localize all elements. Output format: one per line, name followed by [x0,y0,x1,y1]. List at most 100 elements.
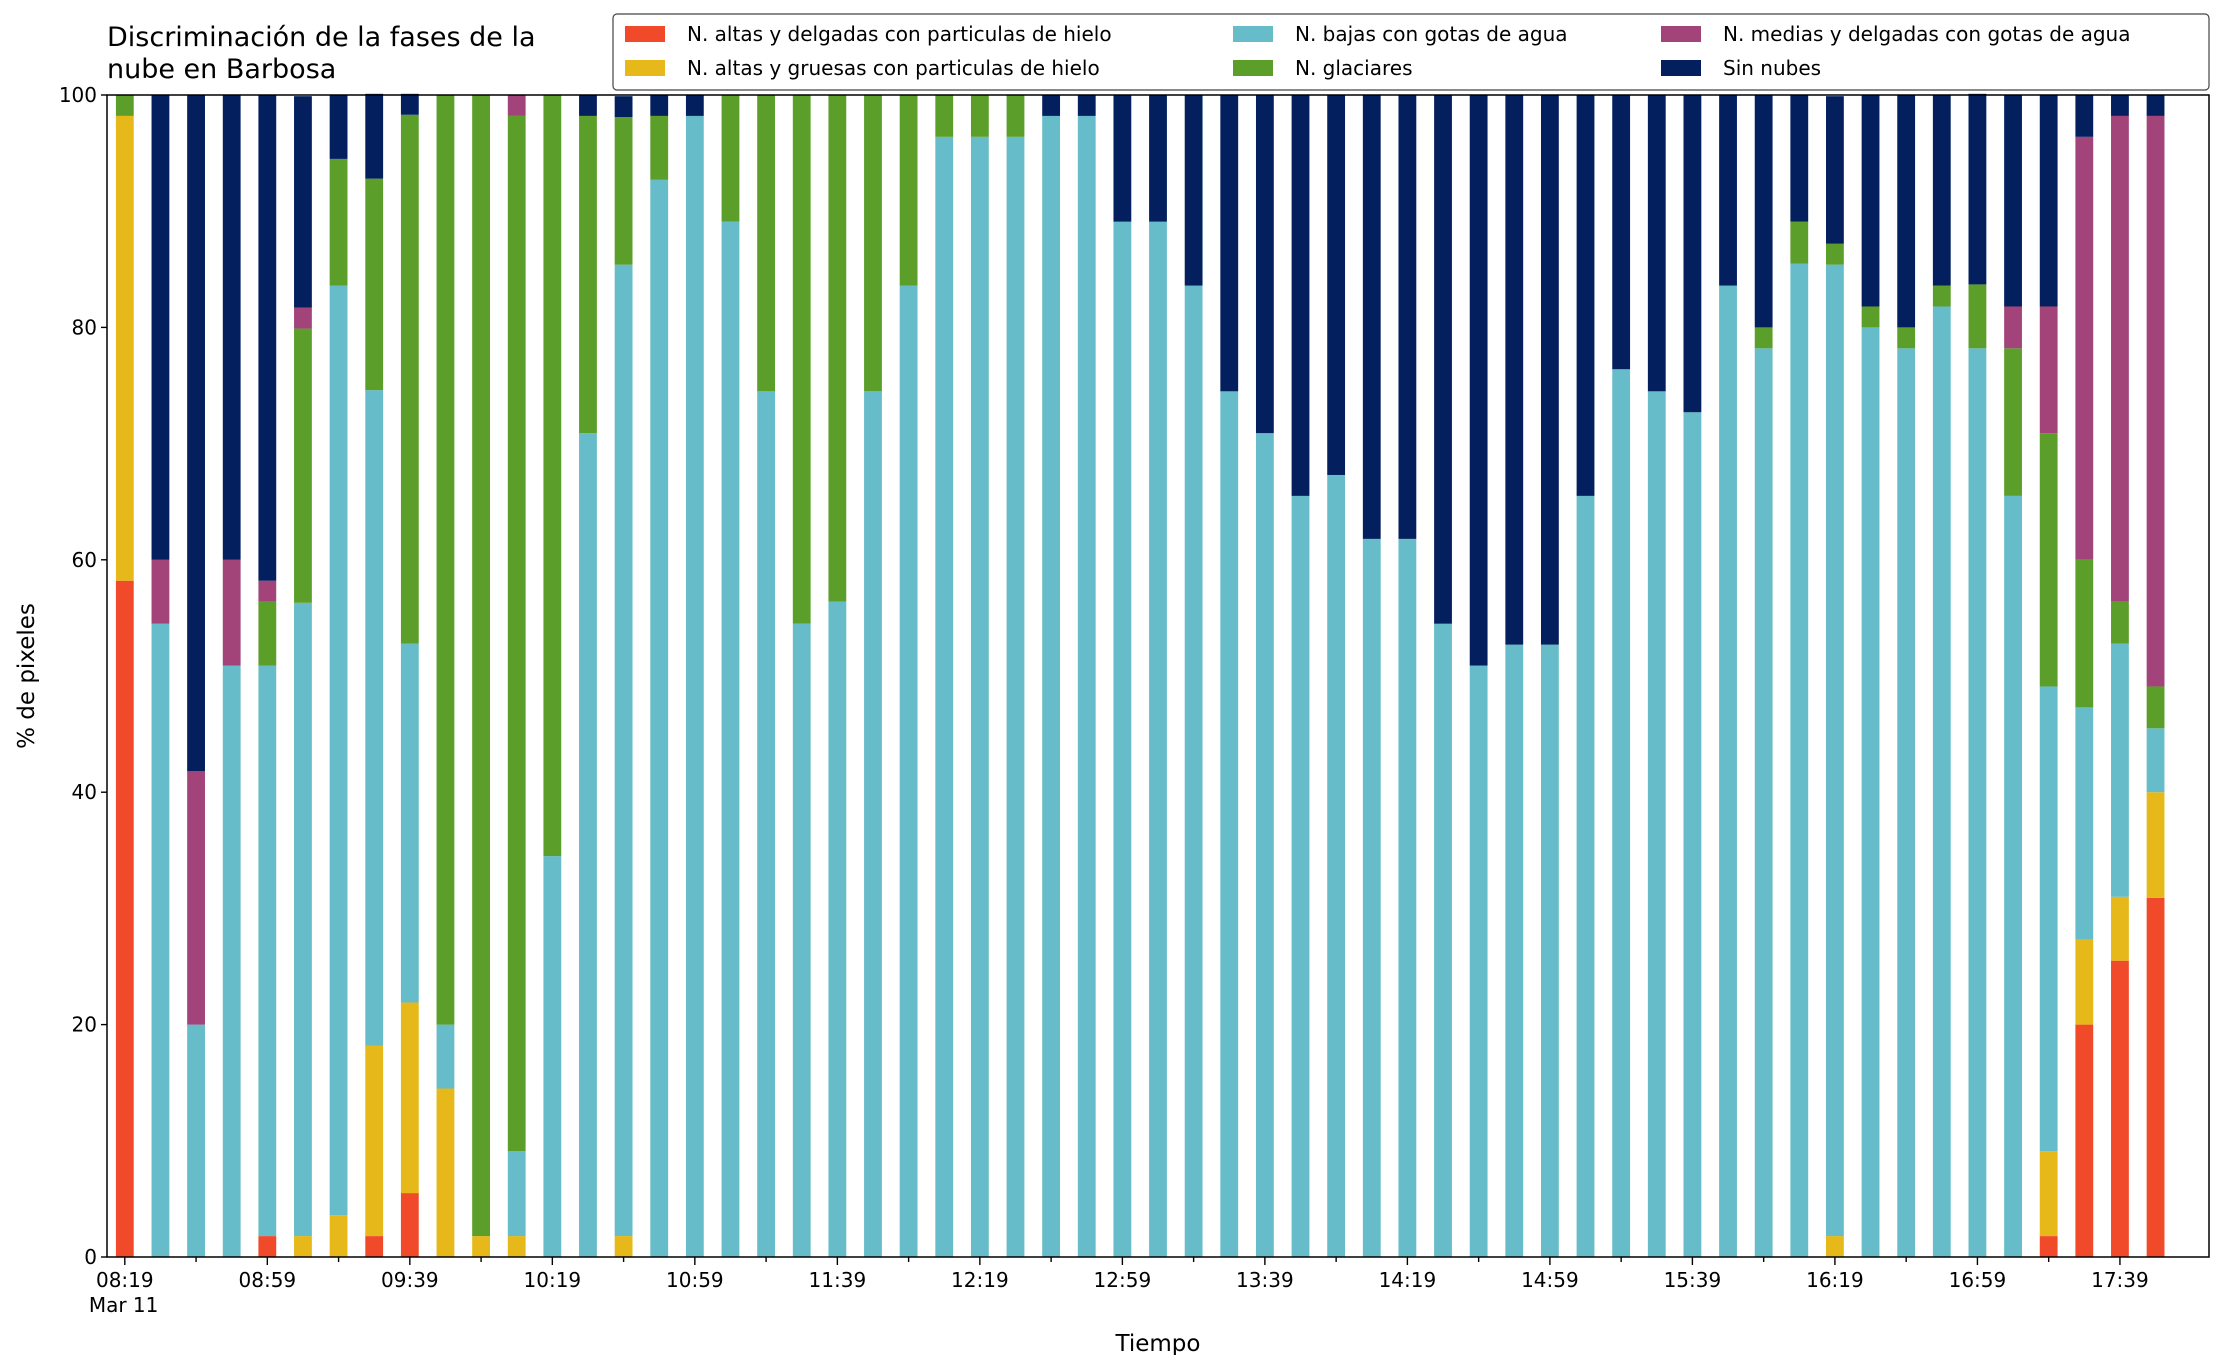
bar-segment [365,1045,384,1237]
bar-segment [970,95,989,137]
bar-segment [1398,538,1417,1257]
legend-swatch [1233,60,1273,76]
bar-segment [685,95,704,116]
bar-segment [1754,348,1773,1257]
bar-segment [1790,263,1809,1257]
bar-segment [151,559,170,624]
bar-segment [757,391,776,1257]
x-tick-label: 10:59 [666,1268,724,1292]
bar-segment [1469,665,1488,1257]
bar-segment [115,580,134,1257]
date-label: Mar 11 [89,1293,159,1317]
bar-segment [2004,306,2022,349]
bar-segment [579,433,597,1258]
bar-segment [472,1236,490,1257]
bar-segment [1327,95,1346,475]
bar-segment [1362,95,1381,539]
bar-segment [1647,391,1666,1257]
bar-segment [614,264,633,1237]
bar-segment [543,95,562,857]
x-tick-label: 16:19 [1806,1268,1864,1292]
bar-segment [2146,728,2165,793]
bar-segment [115,95,134,116]
bar-segment [1077,115,1096,1257]
bar-segment [151,95,170,560]
bar-segment [1754,95,1773,328]
x-tick-label: 12:59 [1094,1268,1152,1292]
legend-box [612,13,2210,91]
bar-segment [187,771,205,1025]
bar-segment [721,95,740,222]
legend-swatch [1661,60,1701,76]
bar-segment [935,136,954,1257]
x-tick-label: 09:39 [381,1268,439,1292]
bar-segment [294,96,312,308]
bar-segment [258,95,277,581]
bar-segment [864,95,882,392]
bar-segment [329,158,348,286]
bar-segment [1362,538,1381,1257]
bar-segment [1077,95,1096,116]
bar-segment [222,95,241,560]
bar-segment [2075,559,2094,708]
bar-segment [1113,221,1132,1258]
bar-segment [2075,95,2094,137]
bar-segment [365,1236,384,1257]
x-tick-label: 14:19 [1379,1268,1437,1292]
bar-segment [1042,95,1061,116]
bar-segment [1184,95,1203,286]
bar-segment [1612,369,1631,1257]
bar-segment [935,95,954,137]
bar-segment [828,95,847,602]
bar-segment [151,623,170,1257]
bar-segment [1149,221,1167,1258]
bar-segment [329,95,348,159]
bar-segment [1255,433,1274,1258]
bar-segment [2146,897,2165,1257]
bar-segment [1469,95,1488,666]
bar-segment [1826,264,1844,1237]
legend-label: N. altas y delgadas con particulas de hi… [687,22,1112,46]
y-tick-label: 20 [72,1013,97,1037]
bar-segment [650,179,669,1257]
bar-segment [1220,95,1239,392]
bar-segment [614,117,633,265]
bar-segment [294,1236,312,1257]
x-tick-label: 12:19 [951,1268,1009,1292]
bar-segment [650,115,669,180]
y-tick-label: 40 [72,780,97,804]
bar-segment [1505,95,1524,645]
bar-segment [1576,495,1595,1257]
bar-segment [2146,792,2165,898]
bar-segment [187,95,205,772]
bar-segment [258,665,277,1237]
x-tick-label: 11:39 [809,1268,867,1292]
y-tick-label: 100 [59,83,97,107]
bar-segment [1932,285,1951,307]
bar-segment [1754,327,1773,349]
x-tick-label: 14:59 [1521,1268,1579,1292]
legend-label: Sin nubes [1723,56,1821,80]
bar-segment [1826,96,1844,244]
bar-segment [2111,115,2129,602]
bar-segment [579,95,597,116]
bar-segment [2111,601,2129,644]
bar-segment [2146,115,2165,687]
bar-segment [1042,115,1061,1257]
bar-segment [1968,348,1987,1257]
legend-label: N. altas y gruesas con particulas de hie… [687,56,1100,80]
legend-label: N. bajas con gotas de agua [1295,22,1568,46]
bar-segment [1719,95,1737,286]
bar-segment [2146,95,2165,116]
y-tick-label: 80 [72,315,97,339]
bar-segment [1540,95,1559,645]
bar-segment [2039,686,2058,1152]
bar-segment [2111,960,2129,1257]
bar-segment [1398,95,1417,539]
bar-segment [2039,1151,2058,1237]
x-tick-label: 15:39 [1664,1268,1722,1292]
bar-segment [2039,306,2058,434]
bar-segment [2075,707,2094,940]
bar-segment [222,665,241,1257]
bar-segment [2146,686,2165,729]
